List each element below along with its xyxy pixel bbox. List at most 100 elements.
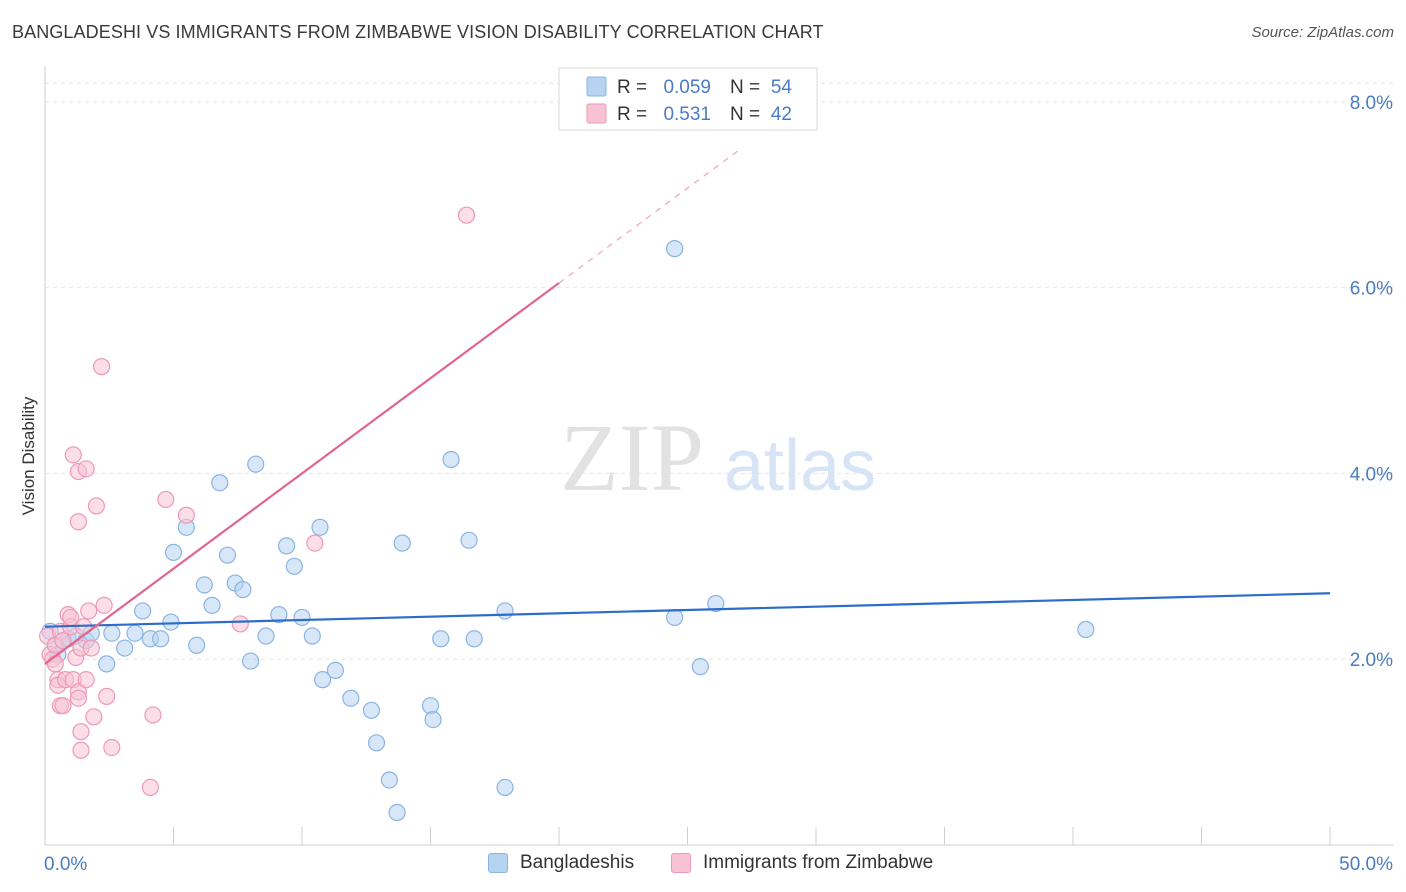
stats-n-value: 54 [771,77,793,98]
point-bangladeshi [342,689,360,707]
trend-line-zimbabwe [44,282,560,665]
y-tick-label: 8.0% [1350,93,1393,114]
point-bangladeshi [126,624,144,642]
stats-n-label: N = [730,104,760,125]
point-zimbabwe [80,602,98,620]
point-bangladeshi [242,652,260,670]
point-bangladeshi [270,606,288,624]
point-zimbabwe [144,706,162,724]
point-zimbabwe [98,687,116,705]
point-zimbabwe [87,497,106,515]
point-bangladeshi [421,697,440,715]
point-bangladeshi [285,557,303,575]
trend-lines [44,149,1331,665]
trend-line-zimbabwe-extension [558,149,740,284]
point-zimbabwe [54,697,72,715]
y-tick-label: 6.0% [1350,279,1393,300]
point-bangladeshi [442,450,460,469]
legend-swatch-blue [488,853,508,873]
data-points [38,206,1095,822]
point-zimbabwe [92,358,111,376]
point-bangladeshi [293,608,311,627]
point-bangladeshi [432,630,450,648]
legend-item-bangladeshis: Bangladeshis [488,852,634,874]
point-zimbabwe [54,632,72,650]
point-bangladeshi [98,655,116,673]
stats-legend-swatch [586,76,607,97]
point-bangladeshi [162,613,180,631]
legend-label: Bangladeshis [520,852,635,873]
chart-title: BANGLADESHI VS IMMIGRANTS FROM ZIMBABWE … [12,22,824,42]
y-axis-label: Vision Disability [19,396,38,515]
point-bangladeshi [388,803,406,822]
point-zimbabwe [95,596,113,614]
source-label: Source: ZipAtlas.com [1251,24,1394,41]
point-bangladeshi [691,658,709,676]
point-bangladeshi [164,543,183,561]
y-tick-label: 4.0% [1350,464,1393,485]
point-zimbabwe [72,741,90,759]
stats-r-label: R = [617,77,647,98]
point-bangladeshi [707,594,725,613]
point-bangladeshi [311,518,329,536]
point-bangladeshi [666,240,684,258]
point-zimbabwe [82,639,100,657]
point-bangladeshi [380,771,398,789]
point-bangladeshi [496,778,514,797]
point-bangladeshi [393,534,411,552]
stats-r-value: 0.059 [663,77,711,98]
point-zimbabwe [69,513,88,531]
bottom-legend: Bangladeshis Immigrants from Zimbabwe [0,848,1406,880]
point-zimbabwe [306,534,324,552]
point-bangladeshi [666,608,684,627]
stats-legend: R = 0.059 N = 54 R = 0.531 N = 42 [558,67,818,131]
point-bangladeshi [424,710,442,729]
legend-item-zimbabwe: Immigrants from Zimbabwe [671,852,933,874]
point-bangladeshi [362,701,380,719]
point-zimbabwe [77,460,95,478]
point-bangladeshi [188,636,206,654]
point-zimbabwe [69,689,88,707]
point-bangladeshi [134,602,152,620]
legend-swatch-pink [671,853,691,873]
point-zimbabwe [64,446,82,464]
point-bangladeshi [460,531,478,549]
stats-r-value: 0.531 [663,104,711,125]
watermark-zip: ZIP [560,404,704,511]
point-bangladeshi [313,671,332,689]
stats-n-value: 42 [771,104,792,125]
point-zimbabwe [85,708,103,726]
point-zimbabwe [141,778,159,797]
axes [44,66,1393,846]
point-bangladeshi [218,546,237,564]
point-bangladeshi [116,639,134,657]
y-tick-label: 2.0% [1350,650,1393,671]
trend-line-bangladeshi [44,592,1331,628]
point-bangladeshi [152,630,170,648]
point-zimbabwe [157,490,175,509]
point-zimbabwe [77,671,95,689]
point-zimbabwe [177,506,195,524]
point-bangladeshi [496,602,514,620]
point-bangladeshi [247,455,265,473]
point-bangladeshi [465,630,483,648]
tick-labels: 2.0% 4.0% 6.0% 8.0% 0.0% 50.0% [44,93,1393,875]
point-bangladeshi [303,627,321,645]
point-zimbabwe [231,615,249,633]
point-bangladeshi [326,661,345,679]
stats-legend-swatch [586,103,607,124]
point-bangladeshi [257,627,275,645]
watermark-atlas: atlas [724,426,876,506]
point-bangladeshi [277,537,296,555]
point-zimbabwe [46,655,64,673]
stats-r-label: R = [617,104,647,125]
stats-n-label: N = [730,77,760,98]
x-tick-label: 0.0% [44,854,87,875]
point-bangladeshi [234,580,252,599]
point-bangladeshi [367,734,386,752]
point-bangladeshi [103,624,121,642]
watermark: ZIP atlas [560,404,876,511]
x-tick-label: 50.0% [1339,854,1393,875]
point-bangladeshi [211,474,229,492]
